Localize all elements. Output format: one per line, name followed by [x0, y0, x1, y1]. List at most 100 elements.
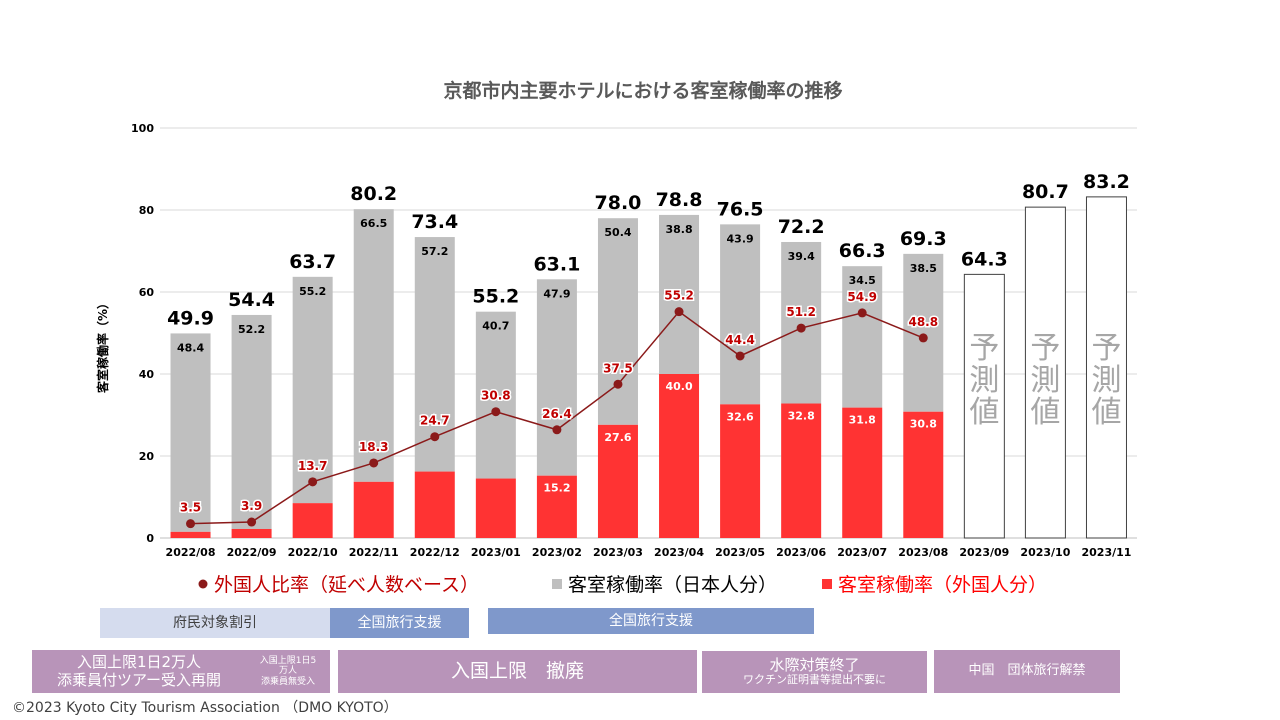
- foreign-ratio-label-7: 37.5: [603, 361, 633, 375]
- japanese-value-label-10: 39.4: [788, 250, 815, 263]
- foreign-bar-2: [292, 503, 333, 538]
- foreign-bar-3: [353, 481, 394, 538]
- legend: 外国人比率（延べ人数ベース） 客室稼働率（日本人分） 客室稼働率（外国人分）: [198, 574, 1047, 596]
- japanese-value-label-6: 47.9: [543, 287, 570, 300]
- foreign-value-label-8: 40.0: [665, 380, 692, 393]
- y-tick-label-0: 0: [146, 532, 154, 545]
- foreign-ratio-label-11: 54.9: [847, 290, 877, 304]
- forecast-bar-13: [963, 273, 1005, 539]
- japanese-value-label-0: 48.4: [177, 341, 204, 354]
- timeline-border-measures-end-text: 水際対策終了: [769, 656, 860, 675]
- foreign-ratio-label-9: 44.4: [725, 333, 755, 347]
- total-value-label-5: 55.2: [472, 286, 519, 308]
- timeline-prefecture-discount: 府民対象割引: [100, 608, 330, 638]
- japanese-bar-3: [353, 209, 394, 482]
- foreign-value-label-7: 27.6: [604, 431, 631, 444]
- chart-title: 京都市内主要ホテルにおける客室稼働率の推移: [443, 79, 842, 102]
- japanese-bar-10: [781, 241, 822, 404]
- japanese-bar-8: [659, 214, 700, 374]
- forecast-bar-15: [1085, 196, 1127, 539]
- forecast-label-14: 予測値: [1030, 331, 1060, 430]
- total-value-label-7: 78.0: [595, 192, 642, 214]
- japanese-bar-6: [536, 279, 577, 476]
- foreign-ratio-label-8: 55.2: [664, 289, 694, 303]
- x-tick-label-9: 2023/05: [715, 546, 765, 559]
- foreign-bar-5: [475, 478, 516, 538]
- japanese-value-label-9: 43.9: [727, 232, 754, 245]
- foreign-bar-10: [781, 403, 822, 538]
- foreign-value-label-11: 31.8: [849, 414, 876, 427]
- x-tick-label-3: 2022/11: [349, 546, 399, 559]
- x-tick-label-4: 2022/12: [410, 546, 460, 559]
- timeline-entry-cap-removed-text: 入国上限 撤廃: [450, 659, 584, 682]
- foreign-ratio-point-1: [247, 517, 257, 527]
- foreign-ratio-point-6: [552, 425, 562, 435]
- total-value-label-4: 73.4: [411, 211, 458, 233]
- timeline-border-measures-end-sub: ワクチン証明書等提出不要に: [743, 673, 886, 687]
- total-value-label-14: 80.7: [1022, 181, 1069, 203]
- japanese-value-label-12: 38.5: [910, 262, 937, 275]
- foreign-bar-6: [536, 475, 577, 538]
- foreign-bar-4: [414, 471, 455, 538]
- foreign-ratio-label-1: 3.9: [241, 499, 262, 513]
- foreign-ratio-label-10: 51.2: [786, 305, 816, 319]
- y-tick-label-3: 60: [139, 286, 155, 299]
- foreign-ratio-point-10: [796, 323, 806, 333]
- timeline-border-measures-end: 水際対策終了 ワクチン証明書等提出不要に: [702, 651, 927, 693]
- foreign-ratio-point-4: [430, 432, 440, 442]
- x-tick-label-7: 2023/03: [593, 546, 643, 559]
- y-tick-label-4: 80: [139, 204, 155, 217]
- timeline-entry-cap-50k-text: 入国上限1日5 万人 添乗員無受入: [259, 655, 317, 687]
- timeline-entry-cap-20k-text: 入国上限1日2万人 添乗員付ツアー受入再開: [56, 653, 222, 689]
- foreign-bar-1: [231, 528, 272, 538]
- legend-label-1: 客室稼働率（日本人分）: [568, 574, 777, 596]
- total-value-label-6: 63.1: [533, 253, 580, 275]
- legend-marker-0: [198, 579, 208, 589]
- foreign-value-label-10: 32.8: [788, 410, 815, 423]
- total-value-label-8: 78.8: [656, 189, 703, 211]
- japanese-bar-0: [170, 333, 211, 532]
- foreign-ratio-point-5: [491, 407, 501, 417]
- foreign-value-label-6: 15.2: [543, 482, 570, 495]
- japanese-value-label-4: 57.2: [421, 245, 448, 258]
- y-tick-label-5: 100: [131, 122, 154, 135]
- foreign-ratio-label-5: 30.8: [481, 389, 511, 403]
- foreign-ratio-point-8: [674, 307, 684, 317]
- japanese-value-label-2: 55.2: [299, 285, 326, 298]
- foreign-bar-0: [170, 531, 211, 538]
- foreign-ratio-label-0: 3.5: [180, 501, 201, 515]
- foreign-ratio-point-9: [735, 351, 745, 361]
- copyright: ©2023 Kyoto City Tourism Association （DM…: [12, 700, 398, 716]
- foreign-ratio-point-3: [369, 458, 379, 468]
- foreign-ratio-label-6: 26.4: [542, 407, 572, 421]
- legend-marker-2: [822, 579, 832, 589]
- x-tick-label-10: 2023/06: [776, 546, 826, 559]
- japanese-bar-9: [720, 224, 761, 405]
- japanese-bar-11: [842, 266, 883, 408]
- x-tick-label-5: 2023/01: [471, 546, 521, 559]
- japanese-value-label-8: 38.8: [665, 223, 692, 236]
- y-tick-label-2: 40: [139, 368, 155, 381]
- foreign-bar-9: [720, 404, 761, 538]
- foreign-bar-8: [659, 374, 700, 538]
- x-tick-label-14: 2023/10: [1020, 546, 1070, 559]
- total-value-label-2: 63.7: [289, 251, 336, 273]
- japanese-bar-1: [231, 314, 272, 529]
- timeline-china-group-tours-text: 中国 団体旅行解禁: [968, 663, 1086, 679]
- x-tick-label-15: 2023/11: [1081, 546, 1131, 559]
- timeline-china-group-tours: 中国 団体旅行解禁: [934, 650, 1120, 693]
- total-value-label-10: 72.2: [778, 216, 825, 238]
- x-tick-label-1: 2022/09: [227, 546, 277, 559]
- japanese-value-label-11: 34.5: [849, 274, 876, 287]
- total-value-label-15: 83.2: [1083, 171, 1130, 193]
- legend-label-0: 外国人比率（延べ人数ベース）: [214, 574, 479, 596]
- foreign-ratio-label-2: 13.7: [298, 459, 328, 473]
- foreign-ratio-point-2: [308, 477, 318, 487]
- legend-label-2: 客室稼働率（外国人分）: [838, 574, 1047, 596]
- occupancy-chart: 京都市内主要ホテルにおける客室稼働率の推移 48.4 49.9 52.2 54.4 55…: [95, 79, 1137, 596]
- y-axis-label: 客室稼働率（%）: [95, 297, 110, 394]
- timeline-entry-cap-removed: 入国上限 撤廃: [338, 650, 697, 693]
- total-value-label-0: 49.9: [167, 307, 214, 329]
- foreign-bar-11: [842, 407, 883, 538]
- japanese-value-label-3: 66.5: [360, 217, 387, 230]
